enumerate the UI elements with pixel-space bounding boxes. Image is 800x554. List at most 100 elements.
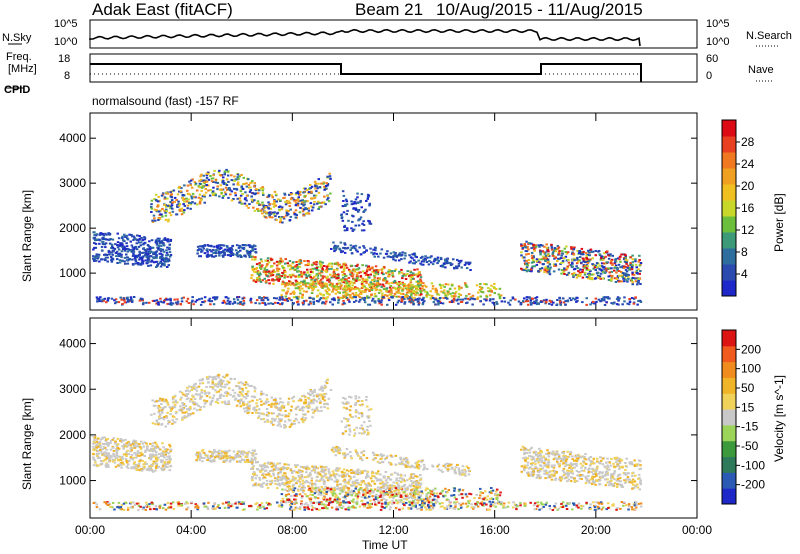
power-echo-pixel (361, 289, 364, 292)
power-echo-pixel (306, 268, 309, 271)
power-echo-pixel (415, 280, 418, 283)
velocity-echo-pixel (253, 406, 256, 409)
power-echo-pixel (588, 276, 591, 279)
velocity-echo-pixel (178, 390, 182, 393)
velocity-echo-pixel (205, 386, 208, 388)
velocity-echo-pixel (136, 452, 139, 455)
power-echo-pixel (624, 278, 627, 281)
power-echo-pixel (264, 270, 267, 273)
power-echo-pixel (210, 250, 213, 253)
power-echo-pixel (386, 303, 389, 306)
velocity-echo-pixel (99, 444, 102, 447)
power-echo-pixel (398, 259, 401, 262)
velocity-echo-pixel (131, 443, 135, 446)
velocity-colorbar-tick-label: -50 (741, 439, 759, 453)
power-echo-pixel (178, 209, 182, 212)
power-echo-pixel (594, 264, 597, 267)
velocity-echo-pixel (160, 399, 164, 402)
power-echo-pixel (358, 218, 362, 221)
power-echo-pixel (341, 190, 345, 193)
power-echo-pixel (319, 283, 323, 286)
power-echo-pixel (566, 300, 570, 303)
power-echo-pixel (254, 302, 257, 305)
velocity-echo-pixel (183, 415, 186, 418)
velocity-echo-pixel (315, 406, 319, 409)
power-echo-pixel (275, 264, 279, 267)
power-echo-pixel (352, 268, 355, 271)
power-echo-pixel (178, 190, 181, 193)
power-echo-pixel (541, 244, 544, 247)
power-echo-pixel (374, 301, 377, 304)
power-echo-pixel (159, 248, 162, 250)
power-echo-pixel (444, 296, 447, 299)
velocity-echo-pixel (98, 441, 102, 444)
power-echo-pixel (469, 269, 472, 271)
power-echo-pixel (548, 299, 552, 302)
power-echo-pixel (108, 233, 111, 236)
power-echo-pixel (314, 285, 318, 288)
velocity-echo-pixel (209, 376, 212, 378)
velocity-echo-pixel (325, 382, 329, 385)
power-echo-pixel (166, 266, 169, 268)
power-echo-pixel (100, 245, 104, 248)
power-echo-pixel (582, 250, 585, 253)
power-echo-pixel (394, 259, 397, 262)
velocity-echo-pixel (151, 442, 155, 445)
power-echo-pixel (150, 203, 153, 206)
power-colorbar-tick-label: 28 (741, 135, 755, 149)
power-echo-pixel (219, 247, 223, 250)
velocity-echo-pixel (169, 445, 172, 448)
velocity-echo-a (92, 435, 173, 473)
power-echo-pixel (268, 216, 272, 219)
power-echo-pixel (631, 271, 634, 274)
power-echo-pixel (364, 208, 367, 211)
power-echo-pixel (106, 260, 109, 263)
power-echo-pixel (551, 251, 555, 254)
power-echo-pixel (163, 196, 167, 199)
power-echo-pixel (169, 238, 173, 241)
power-echo-pixel (235, 244, 239, 247)
power-echo-pixel (315, 278, 318, 281)
power-echo-pixel (490, 284, 493, 287)
power-echo-pixel (254, 256, 257, 259)
power-echo-pixel (523, 297, 526, 300)
velocity-echo-pixel (187, 414, 190, 417)
velocity-echo-pixel (200, 391, 203, 394)
velocity-echo-pixel (281, 401, 285, 404)
power-echo-pixel (502, 297, 506, 299)
velocity-echo-pixel (272, 412, 275, 415)
power-echo-pixel (437, 300, 440, 303)
power-echo-pixel (283, 269, 286, 272)
power-echo-pixel (606, 267, 609, 270)
power-echo-pixel (300, 275, 304, 278)
power-echo-pixel (626, 302, 629, 305)
power-echo-pixel (439, 297, 442, 299)
power-echo-pixel (578, 259, 581, 262)
velocity-echo-pixel (247, 407, 251, 410)
power-echo-pixel (116, 241, 120, 244)
velocity-echo-pixel (99, 460, 103, 462)
power-echo-pixel (125, 245, 129, 248)
power-echo-pixel (193, 181, 197, 184)
power-echo-pixel (199, 175, 202, 178)
velocity-echo-pixel (239, 381, 243, 384)
power-echo-pixel (529, 297, 532, 300)
power-echo-pixel (539, 269, 542, 272)
power-echo-pixel (580, 251, 583, 254)
power-echo-h (95, 296, 643, 306)
power-echo-pixel (423, 300, 426, 303)
power-echo-pixel (273, 190, 277, 193)
power-echo-pixel (157, 303, 160, 306)
power-echo-pixel (296, 265, 299, 268)
velocity-echo-pixel (120, 440, 123, 443)
power-echo-pixel (366, 268, 369, 271)
velocity-echo-pixel (246, 409, 249, 412)
power-echo-pixel (167, 264, 170, 267)
velocity-echo-pixel (173, 416, 176, 419)
velocity-echo-pixel (161, 398, 165, 401)
power-echo-pixel (114, 302, 117, 305)
power-echo-pixel (151, 221, 155, 223)
velocity-echo-pixel (156, 445, 159, 448)
power-echo-pixel (333, 245, 336, 248)
power-echo-pixel (562, 268, 566, 271)
